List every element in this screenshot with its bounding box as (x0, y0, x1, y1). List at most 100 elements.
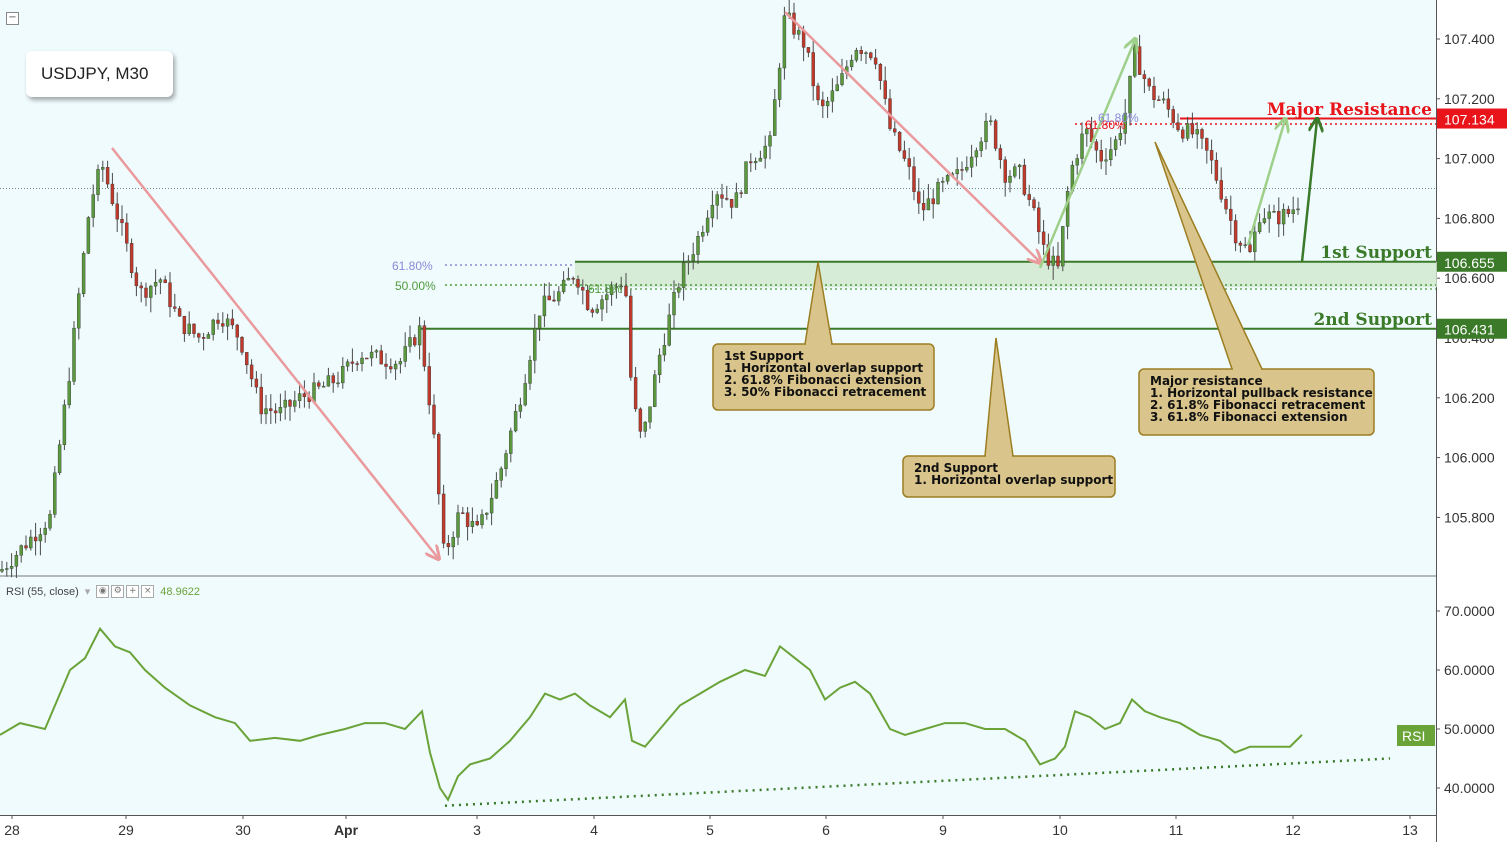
candle-body (293, 400, 297, 407)
candle-body (273, 410, 278, 414)
support-zone (575, 261, 1437, 288)
candle-body (1248, 244, 1252, 252)
support-2-label: 2nd Support (1313, 310, 1432, 330)
candle-body (144, 287, 148, 298)
candle-body (221, 323, 225, 327)
fib-label-618-right: 61.80% (1085, 118, 1126, 132)
time-axis-bg (0, 815, 1436, 842)
plus-icon[interactable]: + (126, 585, 140, 598)
candle-body (849, 59, 854, 67)
candle-body (1185, 123, 1190, 139)
candle-body (840, 73, 844, 85)
callout-text-line: 3. 61.8% Fibonacci extension (1150, 410, 1348, 424)
candle-body (105, 167, 110, 185)
candle-body (984, 120, 988, 143)
candle-body (633, 377, 638, 410)
candle-body (677, 287, 681, 293)
rsi-tag-box (1397, 725, 1435, 746)
level-price-text: 106.431 (1444, 322, 1495, 338)
candle-body (1195, 129, 1199, 135)
candle-body (317, 382, 321, 387)
candle-body (494, 480, 499, 499)
close-icon[interactable]: × (141, 585, 155, 598)
rsi-tag-text: RSI (1402, 728, 1425, 744)
candle-body (605, 294, 609, 300)
candle-body (1080, 133, 1084, 159)
candle-body (297, 393, 302, 401)
candle-body (816, 85, 820, 101)
rsi-pane (0, 577, 1436, 815)
candle-body (120, 218, 124, 224)
candle-body (129, 243, 134, 274)
candle-body (830, 90, 835, 102)
candle-body (5, 568, 9, 570)
candle-body (1094, 141, 1099, 151)
candle-body (523, 383, 527, 406)
candle-body (566, 277, 571, 281)
rsi-tick-label: 60.0000 (1444, 662, 1495, 678)
candle-body (1171, 109, 1175, 123)
candle-body (547, 295, 551, 301)
candle-body (533, 328, 537, 361)
chevron-down-icon[interactable]: ▾ (84, 586, 91, 598)
candle-body (91, 194, 95, 218)
candle-body (43, 527, 47, 535)
candle-body (24, 545, 28, 549)
candle-body (926, 198, 931, 211)
candle-body (350, 361, 355, 364)
fib-label-618-right-b: 61.80% (1098, 111, 1139, 125)
eye-icon[interactable]: ◉ (96, 585, 110, 598)
rsi-name: RSI (55, close) (6, 585, 79, 598)
candle-body (1200, 129, 1204, 139)
candle-body (1137, 46, 1142, 75)
candle-body (1041, 231, 1046, 245)
candle-body (753, 161, 758, 164)
candle-body (691, 254, 695, 262)
candle-body (499, 468, 503, 481)
candle-body (1214, 159, 1219, 181)
candle-body (662, 344, 667, 356)
price-tick-label: 106.000 (1444, 450, 1495, 466)
candle-body (441, 493, 446, 544)
minus-square-icon[interactable]: − (6, 12, 19, 25)
candle-body (614, 286, 619, 288)
gear-icon[interactable]: ⚙ (111, 585, 125, 598)
candle-body (475, 521, 479, 526)
candle-body (1104, 159, 1108, 162)
callout-text-line: 2nd Support (914, 461, 998, 475)
candle-body (336, 382, 340, 385)
candle-body (158, 279, 163, 283)
candle-body (485, 512, 489, 515)
arrow-down-1 (111, 147, 438, 558)
level-price-text: 106.655 (1444, 255, 1495, 271)
candle-body (518, 404, 523, 412)
candle-body (153, 282, 158, 287)
time-tick-label: 10 (1052, 822, 1068, 838)
candle-body (1065, 191, 1070, 227)
candle-body (945, 175, 950, 182)
candle-body (245, 352, 249, 366)
candle-body (1003, 159, 1007, 183)
candle-body (643, 421, 647, 432)
candle-body (657, 354, 662, 376)
callout-text-line: 2. 61.8% Fibonacci retracement (1150, 398, 1365, 412)
candle-body (187, 323, 191, 335)
time-tick-label: 3 (473, 822, 481, 838)
candle-body (53, 472, 57, 515)
candle-body (38, 534, 43, 542)
candle-body (389, 366, 393, 370)
rsi-tick-label: 40.0000 (1444, 780, 1495, 796)
candle-body (873, 57, 878, 65)
candle-body (29, 536, 33, 549)
candle-body (537, 315, 542, 329)
time-tick-label: 5 (706, 822, 714, 838)
candle-body (1281, 208, 1286, 225)
candle-body (1233, 220, 1238, 244)
candle-body (360, 357, 364, 364)
candle-body (149, 285, 153, 298)
price-tick-label: 107.000 (1444, 151, 1495, 167)
callout-text-line: 2. 61.8% Fibonacci extension (724, 373, 922, 387)
candle-body (672, 292, 676, 316)
